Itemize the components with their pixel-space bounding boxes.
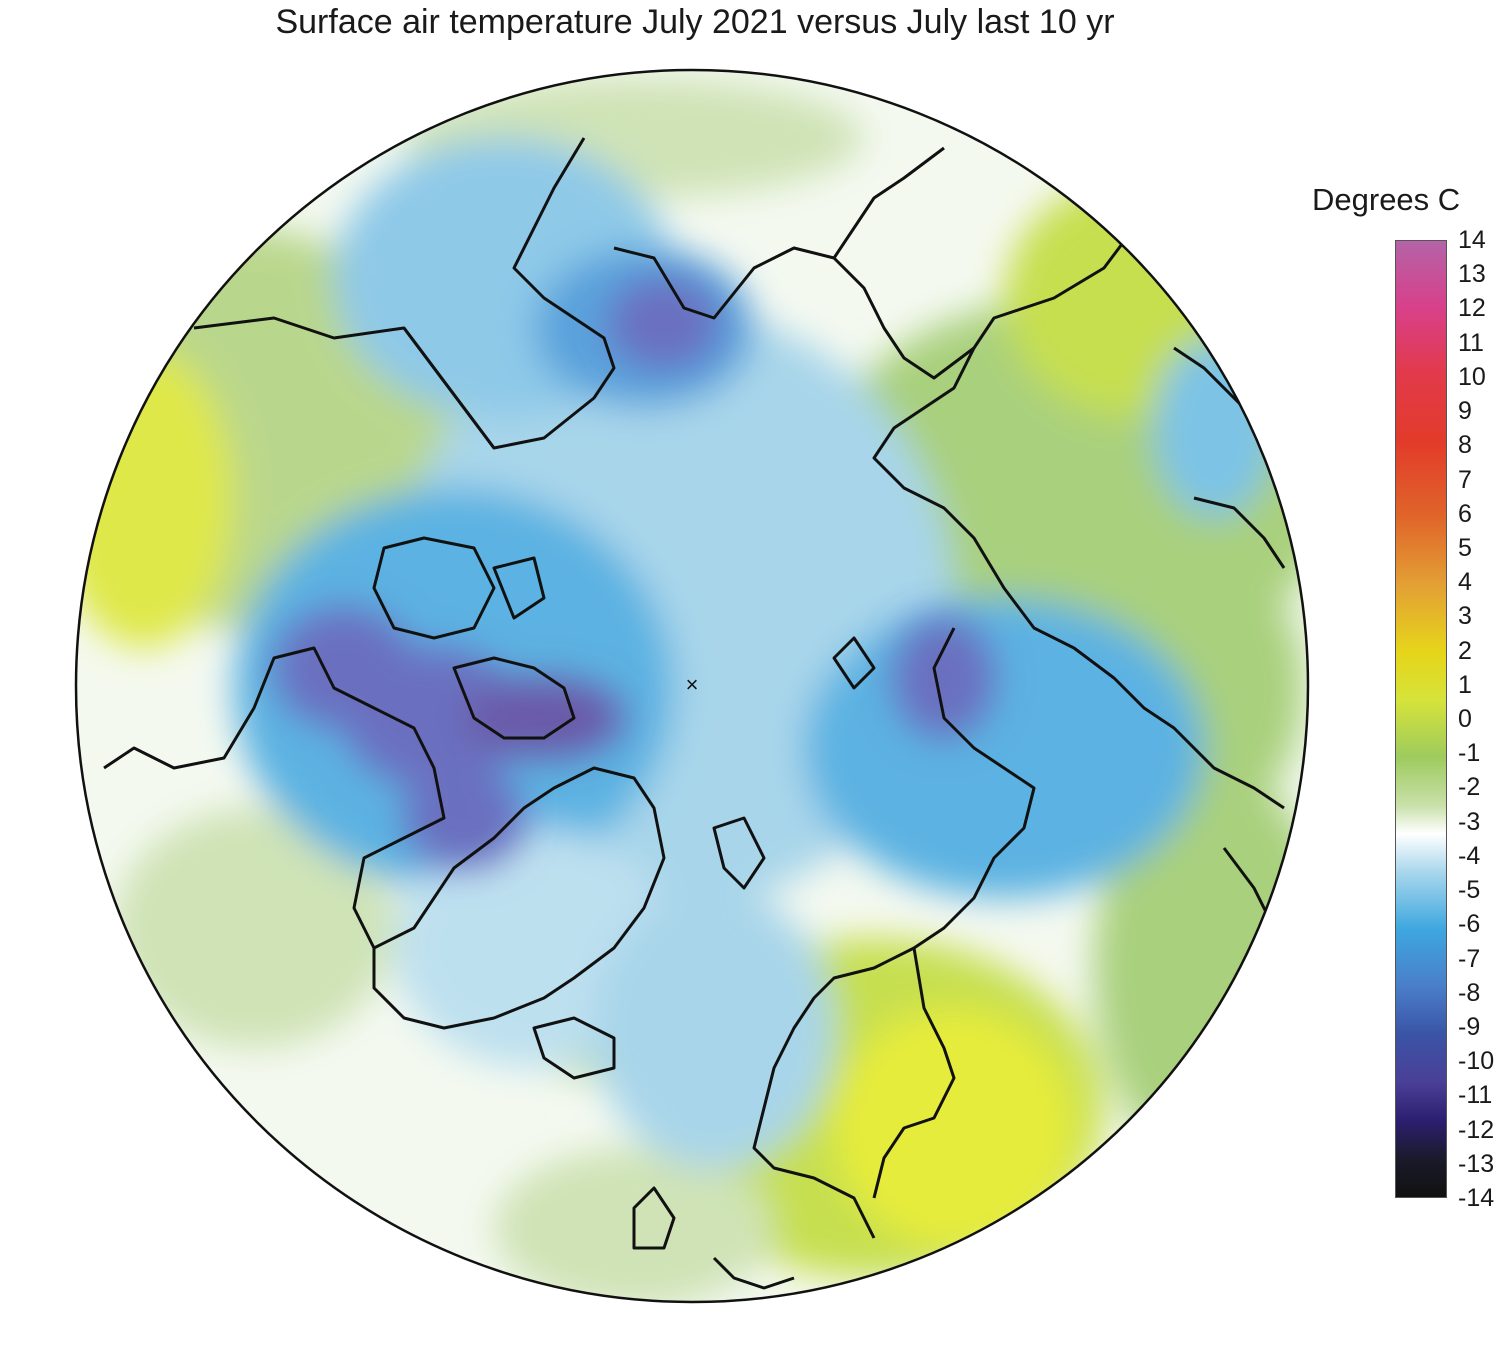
legend-tick-label: 8	[1458, 431, 1472, 460]
legend-tick-label: 7	[1458, 465, 1472, 494]
map-boundary	[74, 68, 1310, 1304]
legend-title: Degrees C	[1312, 182, 1461, 217]
legend-tick-label: 5	[1458, 533, 1472, 562]
legend-tick-label: -10	[1458, 1047, 1495, 1076]
legend-tick-label: 10	[1458, 362, 1486, 391]
legend-tick-label: 12	[1458, 294, 1486, 323]
legend-tick-label: -2	[1458, 773, 1481, 802]
coastlines	[103, 137, 1301, 1290]
legend-tick-label: 3	[1458, 602, 1472, 631]
legend-tick-label: 2	[1458, 636, 1472, 665]
legend-colorbar	[1395, 240, 1447, 1198]
legend-tick-label: 11	[1458, 328, 1484, 357]
legend-tick-label: -5	[1458, 876, 1481, 905]
legend-tick-label: -4	[1458, 841, 1481, 870]
legend-tick-label: -8	[1458, 978, 1481, 1007]
legend-tick-label: 4	[1458, 568, 1472, 597]
polar-map-svg: ×	[74, 68, 1310, 1304]
legend-tick-label: 6	[1458, 499, 1472, 528]
legend-tick-label: 13	[1458, 260, 1486, 289]
chart-title: Surface air temperature July 2021 versus…	[275, 3, 1115, 41]
legend-tick-label: -11	[1458, 1081, 1493, 1110]
anomaly-field: ×	[76, 70, 1308, 1302]
legend-tick-label: -7	[1458, 944, 1481, 973]
legend-tick-label: -9	[1458, 1012, 1481, 1041]
legend-tick-label: -14	[1458, 1184, 1495, 1212]
legend-tick-label: 14	[1458, 226, 1486, 254]
legend-tick-label: 0	[1458, 705, 1472, 733]
polar-map: ×	[74, 68, 1310, 1304]
legend-tick-label: -6	[1458, 910, 1481, 939]
legend-tick-label: -1	[1458, 739, 1481, 768]
north-pole-marker: ×	[686, 672, 699, 697]
legend-tick-label: -3	[1458, 807, 1481, 836]
legend-tick-label: -13	[1458, 1149, 1495, 1178]
legend-tick-label: 9	[1458, 397, 1472, 426]
legend-tick-label: -12	[1458, 1115, 1495, 1144]
legend-tick-label: 1	[1458, 670, 1472, 699]
